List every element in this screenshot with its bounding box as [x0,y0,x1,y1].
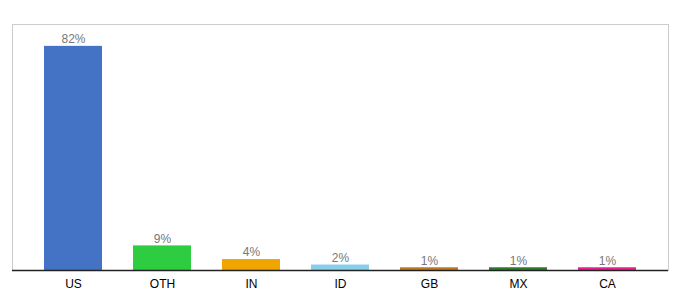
svg-text:IN: IN [246,277,258,291]
svg-text:ID: ID [335,277,347,291]
svg-text:OTH: OTH [150,277,175,291]
svg-text:1%: 1% [421,254,439,268]
svg-text:GB: GB [421,277,438,291]
svg-text:CA: CA [599,277,616,291]
svg-text:82%: 82% [61,32,85,46]
svg-text:US: US [65,277,82,291]
svg-text:9%: 9% [154,232,172,246]
svg-text:MX: MX [510,277,528,291]
svg-text:4%: 4% [243,245,261,259]
svg-text:1%: 1% [510,254,528,268]
svg-text:1%: 1% [599,254,617,268]
svg-text:2%: 2% [332,251,350,265]
